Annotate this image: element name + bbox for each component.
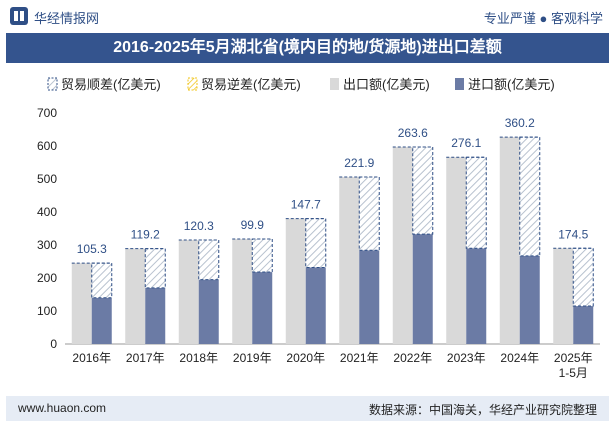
export-bar [339, 177, 360, 344]
data-label: 99.9 [241, 218, 265, 232]
surplus-bar [91, 262, 113, 299]
data-labels: 105.3 119.2 120.3 99.9 147.7 221.9 263.6 276.1 3… [77, 116, 589, 256]
y-tick-label: 100 [37, 304, 57, 318]
export-bar [178, 240, 199, 344]
legend-swatch-export [330, 78, 339, 90]
logo-text: 华经情报网 [34, 11, 100, 26]
import-bar [91, 297, 112, 344]
x-tick-label: 2018年 [179, 351, 218, 365]
import-bar [466, 248, 487, 344]
import-bar [573, 306, 594, 344]
data-label: 276.1 [451, 136, 481, 150]
chart-title: 2016-2025年5月湖北省(境内目的地/货源地)进出口差额 [113, 39, 502, 56]
import-bar [359, 250, 380, 344]
y-tick-label: 400 [37, 205, 57, 219]
export-bar [392, 146, 413, 344]
y-tick-label: 200 [37, 271, 57, 285]
legend-label: 贸易逆差(亿美元) [201, 77, 301, 92]
surplus-bar [358, 176, 380, 251]
y-tick-label: 300 [37, 238, 57, 252]
logo-icon [10, 7, 28, 25]
legend-label: 出口额(亿美元) [343, 77, 430, 92]
x-tick-label: 2024年 [500, 351, 539, 365]
import-bar [305, 267, 326, 344]
surplus-bar [572, 247, 594, 307]
y-tick-label: 600 [37, 139, 57, 153]
surplus-bar [465, 156, 487, 249]
footer-website: www.huaon.com [18, 401, 107, 415]
legend-label: 进口额(亿美元) [468, 77, 555, 92]
x-tick-label: 2022年 [393, 351, 432, 365]
export-bar [285, 218, 306, 344]
legend: 贸易顺差(亿美元) 贸易逆差(亿美元) 出口额(亿美元) 进口额(亿美元) [47, 77, 555, 92]
y-tick-label: 700 [37, 106, 57, 120]
data-label: 147.7 [291, 198, 321, 212]
x-tick-label: 2020年 [286, 351, 325, 365]
y-tick-label: 0 [50, 337, 57, 351]
export-bar [125, 248, 146, 344]
import-bar [145, 287, 166, 344]
x-tick-label: 2017年 [126, 351, 165, 365]
title-bar: 2016-2025年5月湖北省(境内目的地/货源地)进出口差额 [6, 33, 609, 63]
surplus-bar [305, 218, 327, 268]
surplus-bar [198, 239, 220, 281]
legend-swatch-import [455, 78, 464, 90]
export-bar [499, 137, 520, 344]
data-label: 120.3 [184, 219, 214, 233]
surplus-bar [144, 248, 166, 289]
x-tick-label: 2016年 [72, 351, 111, 365]
footer-source: 数据来源：中国海关，华经产业研究院整理 [368, 403, 597, 417]
tagline: 专业严谨 ● 客观科学 [483, 11, 603, 26]
surplus-bar [412, 146, 434, 235]
import-bar [412, 234, 433, 344]
export-bar [232, 239, 253, 344]
y-tick-label: 500 [37, 172, 57, 186]
footer-bar: www.huaon.com 数据来源：中国海关，华经产业研究院整理 [6, 396, 609, 421]
data-label: 263.6 [398, 126, 428, 140]
surplus-bar [519, 136, 541, 257]
x-tick-label: 2021年 [340, 351, 379, 365]
import-bar [519, 255, 540, 344]
legend-swatch-deficit [187, 77, 198, 91]
legend-label: 贸易顺差(亿美元) [61, 77, 161, 92]
export-bar [71, 263, 92, 344]
header-bar: 华经情报网 专业严谨 ● 客观科学 [0, 0, 615, 30]
data-label: 105.3 [77, 242, 107, 256]
x-tick-label: 1-5月 [559, 366, 588, 380]
export-bar [553, 248, 574, 344]
x-tick-label: 2023年 [447, 351, 486, 365]
bars [71, 136, 594, 344]
data-label: 174.5 [558, 227, 588, 241]
data-label: 221.9 [344, 156, 374, 170]
x-tick-label: 2025年 [554, 351, 593, 365]
legend-swatch-surplus [47, 77, 58, 91]
surplus-bar [251, 238, 273, 273]
import-bar [198, 279, 219, 344]
export-bar [446, 157, 467, 344]
data-label: 360.2 [505, 116, 535, 130]
import-bar [252, 272, 273, 344]
x-tick-label: 2019年 [233, 351, 272, 365]
data-label: 119.2 [131, 228, 160, 242]
